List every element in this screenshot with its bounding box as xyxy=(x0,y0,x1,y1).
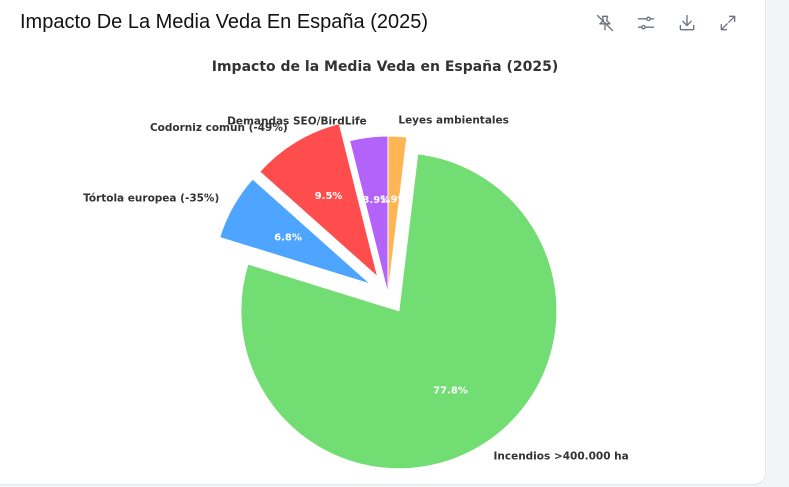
slice-label: Leyes ambientales xyxy=(398,115,509,127)
pie-slice xyxy=(219,178,371,285)
slice-label: Incendios >400.000 ha xyxy=(493,451,628,463)
slice-percent-label: 1.9% xyxy=(380,194,408,205)
pie-slice xyxy=(258,123,379,279)
expand-icon xyxy=(720,15,736,31)
filter-button[interactable] xyxy=(631,10,661,36)
slice-percent-label: 77.8% xyxy=(433,385,468,396)
pin-off-button[interactable] xyxy=(590,10,620,36)
slice-percent-label: 6.8% xyxy=(274,233,302,244)
expand-button[interactable] xyxy=(713,10,743,36)
slice-percent-label: 9.5% xyxy=(315,191,343,202)
pie-slice xyxy=(349,135,389,295)
chart-title: Impacto de la Media Veda en España (2025… xyxy=(212,59,559,75)
slice-label: Codorniz común (-49%) xyxy=(150,122,288,134)
pie-chart: Impacto de la Media Veda en España (2025… xyxy=(83,59,629,470)
download-button[interactable] xyxy=(672,10,702,36)
pie-slice xyxy=(240,153,558,470)
slice-label: Tórtola europea (-35%) xyxy=(83,193,219,205)
slice-label: Demandas SEO/BirdLife xyxy=(227,116,367,128)
sliders-icon xyxy=(637,16,655,30)
chart-card: Impacto De La Media Veda En España (2025… xyxy=(0,0,766,485)
page-title: Impacto De La Media Veda En España (2025… xyxy=(20,11,429,33)
pin-off-icon xyxy=(596,14,614,32)
download-icon xyxy=(679,14,695,31)
slice-percent-label: 3.9% xyxy=(363,195,391,206)
chart-toolbar xyxy=(590,10,743,36)
